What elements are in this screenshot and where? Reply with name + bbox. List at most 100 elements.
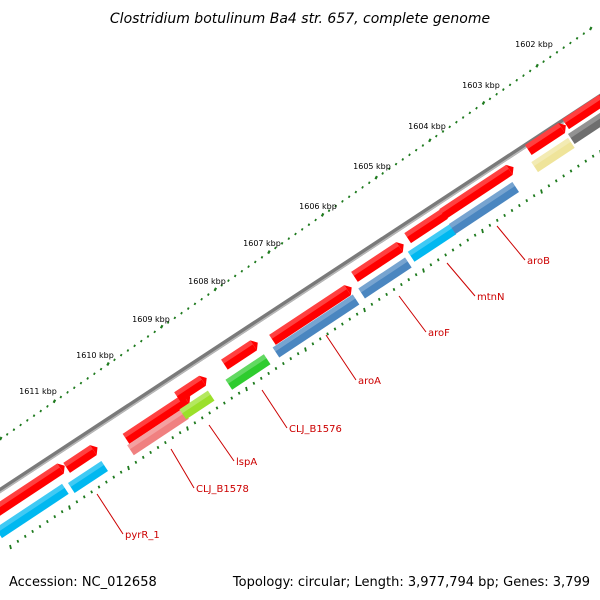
- inner-tick: [60, 510, 64, 514]
- gene-label[interactable]: CLJ_B1578: [196, 484, 249, 495]
- gene-label[interactable]: aroB: [527, 256, 550, 267]
- inner-tick: [23, 534, 27, 538]
- scale-track: [0, 26, 593, 441]
- inner-tick: [208, 411, 211, 415]
- gene-label[interactable]: aroA: [358, 376, 381, 387]
- kbp-label: 1610 kbp: [76, 351, 114, 360]
- scale-tick: [307, 223, 311, 227]
- scale-tick: [186, 307, 190, 310]
- scale-tick: [495, 92, 498, 96]
- inner-tick: [525, 199, 529, 203]
- gene-label[interactable]: pyrR_1: [125, 530, 160, 541]
- scale-tick: [0, 436, 3, 441]
- inner-tick: [16, 539, 20, 543]
- cds-block: [407, 224, 457, 262]
- inner-tick: [68, 505, 71, 510]
- inner-tick: [333, 327, 337, 331]
- scale-tick: [522, 74, 525, 77]
- scale-tick: [119, 353, 123, 357]
- inner-tick: [75, 500, 79, 504]
- scale-tick: [327, 209, 331, 213]
- inner-tick: [377, 297, 381, 301]
- inner-tick: [245, 386, 248, 392]
- cds-block: [179, 390, 215, 420]
- inner-tick: [591, 154, 595, 158]
- scale-tick: [562, 46, 565, 50]
- scale-tick: [26, 418, 29, 422]
- inner-tick: [141, 455, 145, 459]
- inner-tick: [562, 174, 565, 178]
- scale-tick: [455, 120, 458, 124]
- inner-tick: [577, 164, 580, 168]
- map-title: Clostridium botulinum Ba4 str. 657, comp…: [110, 11, 490, 27]
- kbp-label: 1606 kbp: [299, 202, 337, 211]
- kbp-labels: 1602 kbp 1603 kbp 1604 kbp 1605 kbp 1606 kbp…: [19, 40, 553, 396]
- scale-tick: [220, 283, 224, 287]
- scale-tick: [347, 195, 351, 199]
- scale-tick: [488, 97, 492, 101]
- inner-tick: [296, 352, 300, 356]
- inner-tick: [38, 524, 42, 529]
- scale-tick: [408, 153, 411, 157]
- scale-tick: [589, 26, 593, 31]
- cds-block: [568, 112, 600, 145]
- inner-tick: [348, 317, 352, 321]
- inner-tick: [569, 169, 573, 173]
- forward-gene-block: [351, 242, 404, 282]
- scale-tick: [528, 69, 532, 73]
- gene-label[interactable]: aroF: [428, 328, 450, 339]
- inner-tick-track: [9, 150, 600, 550]
- kbp-label: 1611 kbp: [19, 387, 57, 396]
- scale-tick: [52, 399, 57, 404]
- features: [0, 94, 600, 539]
- inner-tick: [46, 519, 49, 524]
- scale-tick: [441, 130, 445, 133]
- inner-tick: [318, 337, 322, 341]
- inner-tick: [370, 302, 374, 306]
- inner-tick: [9, 544, 12, 550]
- scale-tick: [139, 339, 143, 343]
- cds-block: [127, 408, 189, 456]
- cds-block: [531, 137, 575, 173]
- inner-tick: [488, 223, 492, 227]
- cds-block: [448, 182, 520, 234]
- scale-tick: [388, 167, 391, 171]
- gene-label[interactable]: lspA: [236, 457, 257, 468]
- scale-tick: [247, 265, 250, 269]
- accession-text: Accession: NC_012658: [9, 575, 157, 590]
- scale-tick: [381, 172, 384, 175]
- inner-tick: [304, 347, 307, 352]
- inner-tick: [119, 470, 123, 474]
- gene-leader-line: [325, 334, 357, 381]
- inner-tick: [481, 228, 484, 234]
- inner-tick: [200, 416, 204, 420]
- gene-label[interactable]: CLJ_B1576: [289, 424, 342, 435]
- scale-tick: [448, 125, 452, 129]
- inner-tick: [414, 273, 418, 277]
- scale-tick: [193, 302, 197, 306]
- gene-leader-line: [208, 424, 235, 462]
- inner-tick: [134, 460, 138, 464]
- inner-tick: [451, 248, 455, 252]
- inner-tick: [53, 515, 57, 519]
- scale-tick: [12, 428, 16, 432]
- scale-tick: [334, 204, 338, 208]
- scale-tick: [32, 414, 36, 418]
- gene-leader-line: [170, 448, 195, 489]
- inner-tick: [259, 376, 263, 380]
- cds-block: [0, 483, 69, 539]
- scale-tick: [428, 138, 432, 143]
- scale-tick: [106, 361, 110, 366]
- gene-leader-line: [398, 295, 427, 333]
- scale-tick: [233, 274, 237, 278]
- scale-tick: [133, 344, 136, 348]
- gene-label[interactable]: mtnN: [477, 292, 504, 303]
- inner-tick: [31, 529, 34, 534]
- scale-tick: [72, 386, 76, 390]
- scale-tick: [126, 349, 130, 352]
- inner-tick: [311, 342, 315, 346]
- inner-tick: [171, 436, 175, 440]
- inner-tick: [186, 426, 189, 431]
- scale-tick: [159, 324, 164, 329]
